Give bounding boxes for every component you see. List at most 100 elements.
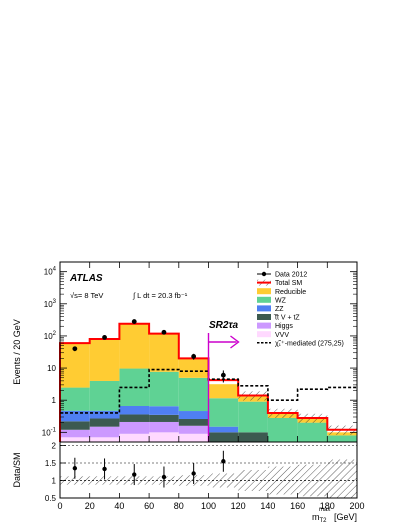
x-tick-label: 0 — [57, 501, 62, 511]
x-label-unit: [GeV] — [334, 512, 357, 522]
x-label-sup: max — [319, 507, 330, 513]
x-tick-label: 40 — [114, 501, 124, 511]
legend-entry-7: VVV — [257, 331, 289, 339]
signal-region-label: SR2τa — [209, 320, 239, 331]
ratio-point — [191, 471, 196, 476]
ratio-points — [72, 450, 226, 488]
ratio-panel: 0.511.520 20 40 60 80 100 120 140 160 180 200 — [45, 441, 365, 512]
stack-bar-wz-bin-2 — [119, 368, 150, 406]
y-tick-exponent: -1 — [51, 427, 57, 433]
main-panel: 10-1 1 10 102 103 104 — [42, 261, 358, 443]
x-axis-label: mT2 max [GeV] — [312, 507, 357, 524]
data-point — [72, 346, 78, 352]
stack-bar-higgs-bin-4 — [178, 425, 209, 434]
legend-label: VVV — [275, 332, 289, 339]
x-tick-label: 160 — [290, 501, 305, 511]
ratio-point — [102, 466, 107, 472]
stack-bar-wz-bin-6 — [238, 401, 268, 433]
stack-bar-t-t-v-tz-bin-6 — [238, 432, 268, 442]
data-point — [191, 354, 197, 359]
x-label-sub: T2 — [320, 518, 328, 524]
ratio-tick-label: 1 — [52, 477, 57, 486]
stack-bar-higgs-bin-0 — [60, 429, 90, 438]
stack-bar-t-t-v-tz-bin-3 — [149, 414, 179, 422]
main-axis-ticks: 10-1 1 10 102 103 104 — [42, 262, 358, 442]
stack-bar-reducible-bin-1 — [89, 339, 120, 381]
legend-entry-3: WZ — [257, 296, 287, 304]
signal-region-marker — [207, 333, 240, 442]
x-tick-label: 200 — [349, 501, 364, 511]
data-points — [72, 319, 226, 383]
x-tick-label: 100 — [201, 501, 216, 511]
y-tick-exponent: 4 — [53, 267, 57, 273]
ratio-axis-ticks: 0.511.520 20 40 60 80 100 120 140 160 180 200 — [45, 442, 365, 512]
ratio-point — [72, 466, 78, 471]
data-point — [220, 372, 226, 378]
legend-swatch — [257, 314, 271, 320]
y-tick-label: 102 — [44, 331, 57, 341]
stack-bar-reducible-bin-2 — [119, 323, 150, 369]
stack-bar-zz-bin-1 — [89, 410, 120, 419]
x-tick-label: 80 — [174, 501, 184, 511]
stack-bar-zz-bin-0 — [60, 410, 90, 422]
stack-bar-zz-bin-2 — [119, 405, 150, 415]
x-tick-label: 180 — [320, 501, 335, 511]
y-tick-exponent: 3 — [53, 299, 57, 305]
legend-label: χ̃₁⁺-mediated (275,25) — [275, 340, 344, 347]
energy-label: √s= 8 TeV — [70, 291, 103, 300]
x-tick-label: 20 — [85, 501, 95, 511]
stack-bar-reducible-bin-5 — [208, 384, 239, 399]
legend-label: Data 2012 — [275, 272, 307, 279]
y-tick-exponent: 2 — [53, 331, 57, 337]
legend-label: Total SM — [275, 280, 302, 287]
luminosity-label: ∫ L dt = 20.3 fb⁻¹ — [132, 291, 188, 300]
legend-swatch — [257, 288, 271, 295]
stack-bar-zz-bin-5 — [208, 426, 239, 433]
legend-label: Reducible — [275, 289, 306, 296]
stack-bar-t-t-v-tz-bin-0 — [60, 421, 90, 430]
stack-bar-wz-bin-9 — [327, 435, 357, 442]
legend-swatch — [257, 322, 271, 329]
stack-bar-wz-bin-1 — [89, 380, 120, 411]
stack-bar-wz-bin-8 — [297, 422, 328, 442]
x-label-main: m — [312, 512, 320, 522]
legend-label: ZZ — [275, 306, 284, 313]
x-tick-label: 120 — [231, 501, 246, 511]
legend-swatch — [257, 305, 271, 312]
ratio-band-bin-0 — [60, 476, 90, 485]
ratio-tick-label: 2 — [52, 442, 57, 451]
y-tick-label: 1 — [52, 396, 57, 405]
legend-entry-6: Higgs — [257, 322, 293, 330]
ratio-band-bin-5 — [208, 473, 239, 488]
stack-bar-vvv-bin-2 — [119, 433, 150, 442]
stack-bar-wz-bin-3 — [149, 371, 179, 407]
data-point — [102, 335, 107, 340]
ratio-tick-label: 1.5 — [45, 459, 57, 468]
stack-bar-reducible-bin-4 — [178, 358, 209, 378]
sr-arrow-head — [230, 335, 240, 349]
background-stack — [60, 323, 357, 442]
y-axis-label: Events / 20 GeV — [12, 319, 22, 385]
legend-entry-4: ZZ — [257, 305, 284, 313]
y-tick-label: 10 — [47, 364, 56, 373]
stack-bar-vvv-bin-3 — [149, 432, 179, 442]
stack-bar-higgs-bin-2 — [119, 421, 150, 434]
stack-bar-wz-bin-7 — [267, 417, 298, 442]
ratio-point — [221, 459, 226, 464]
x-tick-label: 60 — [144, 501, 154, 511]
y-tick-label: 104 — [44, 267, 57, 277]
stack-bar-t-t-v-tz-bin-2 — [119, 414, 150, 422]
stack-bar-t-t-v-tz-bin-4 — [178, 418, 209, 426]
legend-entry-8: χ̃₁⁺-mediated (275,25) — [257, 340, 344, 347]
ratio-y-axis-label: Data/SM — [12, 452, 22, 487]
stack-bar-vvv-bin-1 — [89, 437, 120, 442]
stack-bar-zz-bin-3 — [149, 406, 179, 415]
y-tick-label: 103 — [44, 299, 57, 309]
stack-bar-t-t-v-tz-bin-5 — [208, 432, 239, 442]
legend-entry-0: Data 2012 — [257, 272, 307, 279]
stack-bar-wz-bin-0 — [60, 387, 90, 411]
y-tick-label: 10-1 — [42, 427, 57, 437]
stack-bar-higgs-bin-3 — [149, 421, 179, 433]
